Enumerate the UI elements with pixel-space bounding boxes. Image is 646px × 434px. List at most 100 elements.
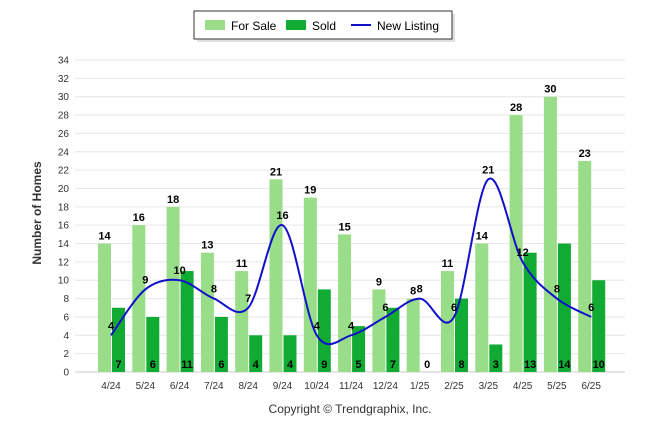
x-tick-label: 10/24 (304, 381, 329, 392)
y-tick-label: 26 (58, 129, 70, 140)
bar-for-sale (543, 96, 557, 373)
bar-sold (386, 307, 400, 372)
bar-sold (592, 280, 606, 372)
bar-sold (489, 344, 503, 372)
bar-sold (557, 243, 571, 372)
bar-for-sale (338, 234, 352, 372)
x-tick-label: 1/25 (410, 381, 430, 392)
bar-for-sale (303, 197, 317, 372)
legend-label-sold: Sold (312, 19, 336, 33)
data-label-sold: 7 (115, 359, 121, 371)
data-label-new-listing: 4 (108, 320, 115, 332)
data-label-for-sale: 8 (410, 286, 416, 298)
data-label-new-listing: 4 (314, 320, 321, 332)
y-tick-label: 10 (58, 276, 70, 287)
bar-sold (523, 252, 537, 372)
y-tick-label: 24 (58, 147, 70, 158)
y-tick-label: 30 (58, 92, 70, 103)
data-label-sold: 11 (181, 359, 193, 371)
data-label-for-sale: 19 (304, 185, 316, 197)
y-tick-label: 32 (58, 74, 70, 85)
x-tick-label: 6/25 (581, 381, 601, 392)
legend-swatch-sold (286, 20, 306, 30)
y-tick-label: 16 (58, 221, 70, 232)
bar-for-sale (441, 271, 454, 372)
data-label-sold: 4 (253, 359, 260, 371)
y-tick-label: 20 (58, 184, 70, 195)
data-label-new-listing: 4 (348, 320, 355, 332)
bar-sold (455, 298, 468, 372)
bar-sold (214, 316, 228, 372)
bar-for-sale (475, 243, 489, 372)
data-label-for-sale: 30 (544, 84, 556, 96)
data-labels: 14 7 16 6 18 11 13 6 11 4 21 4 19 9 15 5 9 7 8 0 11 8 14 3 28 13 3… (98, 84, 604, 371)
data-label-new-listing: 7 (245, 293, 251, 305)
legend: For Sale Sold New Listing (193, 10, 455, 42)
bar-for-sale (200, 252, 214, 372)
data-label-for-sale: 11 (442, 258, 454, 270)
bar-sold (317, 289, 331, 372)
y-tick-label: 28 (58, 111, 70, 122)
bar-for-sale (235, 271, 249, 372)
data-label-sold: 14 (558, 359, 571, 371)
data-label-sold: 8 (458, 359, 464, 371)
y-tick-label: 22 (58, 166, 70, 177)
data-label-for-sale: 14 (98, 231, 111, 243)
y-tick-label: 14 (58, 239, 70, 250)
bar-for-sale (406, 298, 420, 372)
data-label-sold: 4 (287, 359, 294, 371)
data-label-for-sale: 9 (376, 276, 382, 288)
x-tick-label: 12/24 (373, 381, 398, 392)
data-label-sold: 3 (493, 359, 499, 371)
bar-for-sale (578, 160, 592, 372)
x-tick-label: 5/25 (547, 381, 567, 392)
data-label-new-listing: 8 (211, 284, 217, 296)
data-label-for-sale: 23 (579, 148, 591, 160)
data-label-sold: 7 (390, 359, 396, 371)
x-tick-label: 9/24 (273, 381, 293, 392)
legend-swatch-for-sale (205, 20, 225, 30)
x-tick-label: 4/24 (101, 381, 121, 392)
x-tick-label: 8/24 (238, 381, 258, 392)
data-label-sold: 9 (321, 359, 327, 371)
data-label-for-sale: 14 (476, 231, 489, 243)
y-tick-label: 18 (58, 202, 70, 213)
x-tick-label: 4/25 (513, 381, 533, 392)
data-label-new-listing: 6 (588, 302, 594, 314)
x-tick-label: 11/24 (339, 381, 364, 392)
x-tick-label: 7/24 (204, 381, 224, 392)
y-tick-label: 8 (63, 294, 69, 305)
data-label-new-listing: 10 (173, 265, 185, 277)
legend-label-for-sale: For Sale (231, 19, 277, 33)
x-tick-label: 6/24 (170, 381, 190, 392)
data-label-for-sale: 13 (201, 240, 213, 252)
legend-frame (193, 10, 453, 40)
bar-sold (180, 271, 194, 372)
bar-for-sale (269, 179, 283, 372)
data-label-sold: 10 (593, 359, 605, 371)
copyright-text: Copyright © Trendgraphix, Inc. (269, 402, 432, 416)
bar-sold (352, 326, 366, 372)
data-label-new-listing: 8 (417, 284, 423, 296)
x-tick-label: 2/25 (444, 381, 464, 392)
bar-sold (146, 316, 160, 372)
data-label-new-listing: 9 (142, 274, 148, 286)
y-tick-label: 2 (63, 349, 69, 360)
data-label-new-listing: 8 (554, 284, 560, 296)
data-label-new-listing: 16 (276, 210, 288, 222)
legend-label-new-listing: New Listing (377, 19, 439, 33)
bar-sold (249, 335, 263, 372)
bar-for-sale (98, 243, 111, 372)
data-label-for-sale: 16 (133, 212, 145, 224)
y-tick-label: 4 (63, 331, 69, 342)
y-tick-label: 0 (63, 368, 69, 379)
data-label-new-listing: 12 (516, 247, 528, 259)
data-label-for-sale: 21 (270, 166, 282, 178)
bar-for-sale (372, 289, 386, 372)
data-label-new-listing: 21 (482, 164, 494, 176)
data-label-sold: 0 (424, 359, 430, 371)
line-new-listing (110, 177, 592, 346)
x-tick-label: 5/24 (136, 381, 156, 392)
